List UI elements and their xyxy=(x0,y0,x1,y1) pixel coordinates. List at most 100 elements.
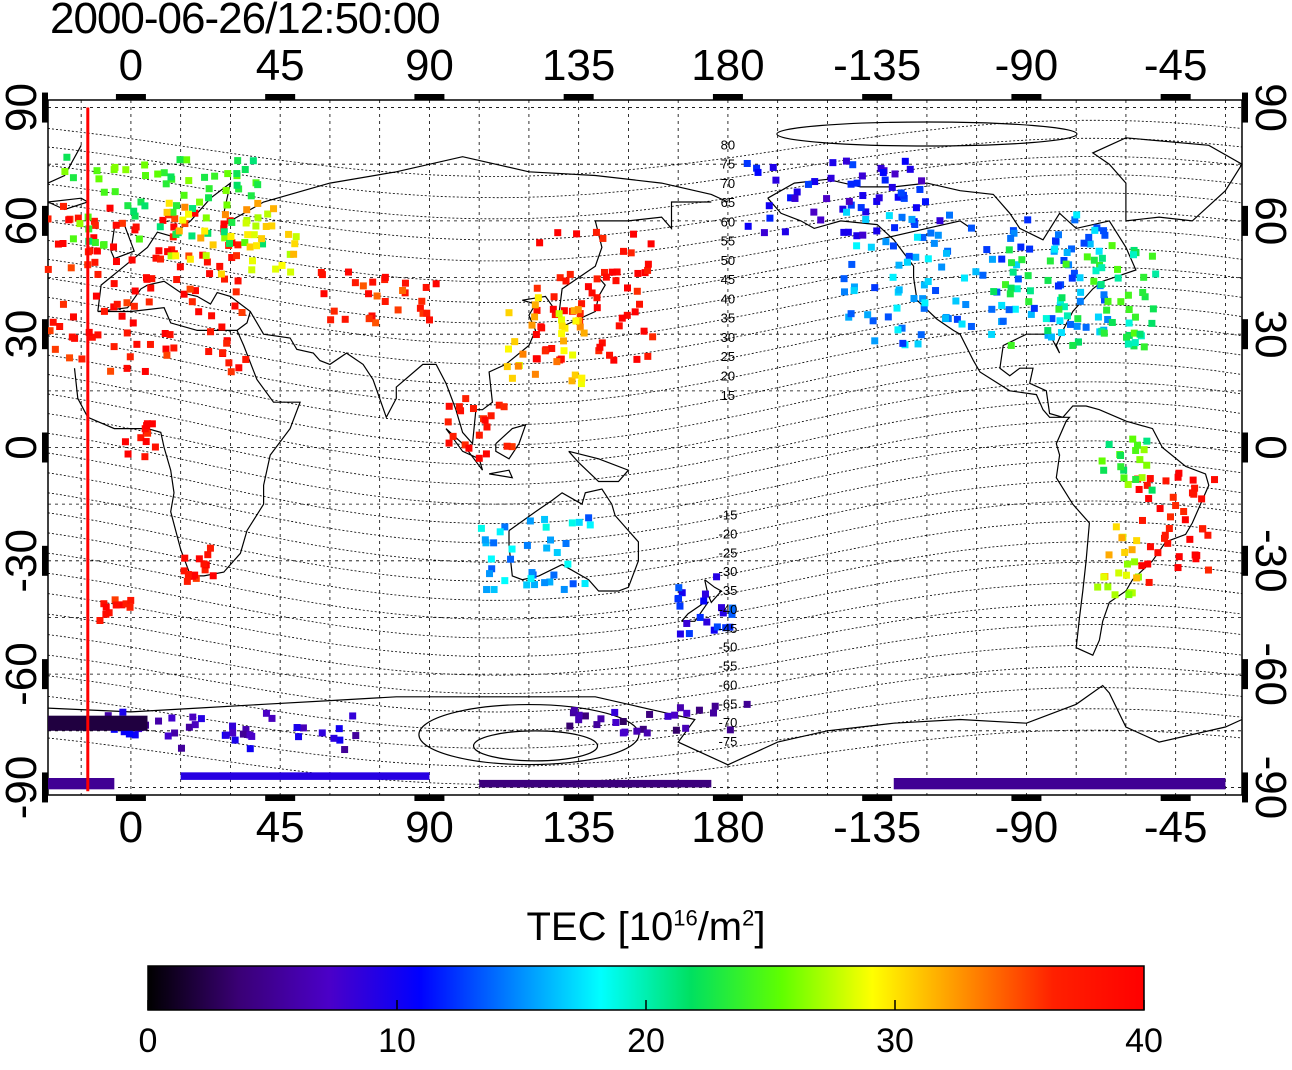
tec-cell xyxy=(729,604,737,612)
tec-cell xyxy=(879,168,887,176)
tec-cell xyxy=(465,444,473,452)
x-tick-label-top: 45 xyxy=(256,41,305,90)
tec-cell xyxy=(218,323,226,331)
tec-cell xyxy=(884,313,892,321)
tec-cell xyxy=(891,224,899,232)
tec-cell xyxy=(793,188,801,196)
tec-cell xyxy=(621,728,629,736)
tec-cell xyxy=(151,443,159,451)
tec-cell xyxy=(1097,281,1105,289)
contour-label: -75 xyxy=(719,734,738,749)
tec-cell xyxy=(164,248,172,256)
tec-cell xyxy=(912,253,920,261)
tec-cell xyxy=(462,395,470,403)
tec-cell xyxy=(1044,276,1052,284)
tec-cell xyxy=(649,333,657,341)
contour-label: 80 xyxy=(721,137,735,152)
tec-cell xyxy=(1123,560,1131,568)
tec-cell xyxy=(1009,268,1017,276)
tec-cell xyxy=(551,311,559,319)
tec-cell xyxy=(946,211,954,219)
tec-cell xyxy=(672,726,680,734)
tec-cell xyxy=(507,555,515,563)
tec-cell xyxy=(449,432,457,440)
tec-cell xyxy=(254,181,262,189)
tec-cell xyxy=(930,239,938,247)
tec-cell xyxy=(381,273,389,281)
tec-cell xyxy=(496,528,504,536)
tec-cell xyxy=(598,339,606,347)
tec-cell xyxy=(203,258,211,266)
tec-cell xyxy=(1076,297,1084,305)
x-tick-bottom xyxy=(265,795,296,801)
tec-cell xyxy=(1082,323,1090,331)
x-tick-label-bottom: 135 xyxy=(542,803,615,852)
tec-cell xyxy=(1156,505,1164,513)
tec-cell xyxy=(1174,473,1182,481)
tec-cell xyxy=(917,331,925,339)
tec-cell xyxy=(845,197,853,205)
contour-label: -65 xyxy=(719,696,738,711)
tec-cell xyxy=(576,310,584,318)
tec-cell xyxy=(1165,525,1173,533)
tec-cell xyxy=(341,746,349,754)
tec-cell xyxy=(477,524,485,532)
tec-cell xyxy=(701,590,709,598)
contour-label: -15 xyxy=(719,507,738,522)
tec-cell xyxy=(932,287,940,295)
tec-cell xyxy=(490,586,498,594)
tec-cell xyxy=(205,348,213,356)
tec-cell xyxy=(179,216,187,224)
tec-cell xyxy=(63,153,71,161)
tec-cell xyxy=(175,227,183,235)
tec-cell xyxy=(1071,216,1079,224)
tec-cell xyxy=(201,173,209,181)
coastline xyxy=(495,423,527,460)
tec-cell xyxy=(208,312,216,320)
tec-cell xyxy=(511,338,519,346)
tec-cell xyxy=(573,230,581,238)
tec-cell xyxy=(295,733,303,741)
coastline xyxy=(47,145,82,184)
tec-cell xyxy=(912,204,920,212)
tec-cell xyxy=(862,208,870,216)
tec-band xyxy=(48,715,148,731)
tec-cell xyxy=(100,307,108,315)
tec-cell xyxy=(924,255,932,263)
tec-cell xyxy=(844,228,852,236)
tec-cell xyxy=(899,339,907,347)
tec-cell xyxy=(772,176,780,184)
tec-cell xyxy=(132,223,140,231)
x-tick-top xyxy=(1011,94,1042,100)
tec-cell xyxy=(1154,549,1162,557)
tec-cell xyxy=(1101,231,1109,239)
coastline xyxy=(249,201,712,446)
tec-cell xyxy=(560,307,568,315)
tec-cell xyxy=(918,177,926,185)
tec-cell xyxy=(1066,320,1074,328)
tec-cell xyxy=(1117,463,1125,471)
tec-cell xyxy=(129,319,137,327)
tec-cell xyxy=(1085,233,1093,241)
tec-cell xyxy=(1190,490,1198,498)
tec-cell xyxy=(112,221,120,229)
tec-cell xyxy=(173,202,181,210)
tec-cell xyxy=(162,345,170,353)
tec-cell xyxy=(475,431,483,439)
tec-cell xyxy=(1047,333,1055,341)
tec-cell xyxy=(531,301,539,309)
tec-cell xyxy=(1131,558,1139,566)
tec-cell xyxy=(76,220,84,228)
tec-cell xyxy=(201,227,209,235)
tec-cell xyxy=(593,275,601,283)
tec-cell xyxy=(1122,571,1130,579)
tec-cell xyxy=(188,232,196,240)
tec-cell xyxy=(111,188,119,196)
tec-cell xyxy=(891,170,899,178)
tec-cell xyxy=(1100,329,1108,337)
tec-cell xyxy=(165,199,173,207)
tec-cell xyxy=(611,708,619,716)
coastline xyxy=(47,684,1243,766)
tec-cell xyxy=(278,261,286,269)
tec-cell xyxy=(272,265,280,273)
